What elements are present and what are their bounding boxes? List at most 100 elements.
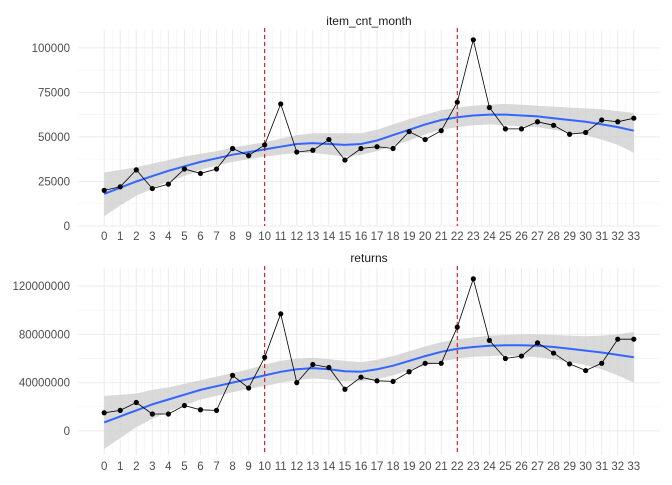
data-point — [246, 385, 252, 391]
data-point — [502, 355, 509, 362]
x-tick-label: 11 — [275, 461, 287, 473]
data-point — [615, 336, 621, 342]
data-point — [390, 145, 396, 152]
data-point — [534, 340, 541, 346]
data-point — [438, 128, 444, 134]
x-tick-label: 7 — [213, 231, 219, 243]
data-point — [278, 311, 284, 317]
data-point — [422, 136, 428, 143]
data-point — [197, 407, 204, 413]
x-tick-label: 2 — [133, 461, 139, 473]
x-tick-label: 12 — [290, 461, 303, 473]
x-tick-label: 17 — [371, 231, 384, 243]
y-tick-label: 40000000 — [19, 378, 70, 390]
x-tick-label: 31 — [595, 461, 608, 473]
x-tick-label: 32 — [611, 461, 624, 473]
x-tick-label: 17 — [371, 461, 384, 473]
x-tick-label: 3 — [149, 461, 155, 473]
x-tick-label: 27 — [531, 461, 544, 473]
x-tick-label: 6 — [197, 461, 203, 473]
x-tick-label: 32 — [611, 231, 624, 243]
y-tick-label: 75000 — [38, 87, 70, 99]
x-tick-label: 14 — [322, 461, 335, 473]
x-tick-label: 10 — [258, 231, 271, 243]
data-point — [342, 157, 348, 163]
x-tick-label: 1 — [117, 461, 123, 473]
x-tick-label: 33 — [627, 231, 640, 243]
x-tick-label: 29 — [563, 231, 576, 243]
data-point — [583, 129, 589, 136]
x-tick-label: 13 — [306, 231, 319, 243]
data-point — [342, 386, 348, 392]
data-point — [326, 364, 332, 371]
x-tick-label: 24 — [483, 231, 496, 243]
data-point — [358, 145, 364, 152]
x-tick-label: 2 — [133, 231, 139, 243]
x-tick-label: 27 — [531, 231, 544, 243]
x-tick-label: 12 — [290, 231, 303, 243]
y-tick-label: 50000 — [38, 132, 70, 144]
y-tick-label: 80000000 — [19, 329, 70, 341]
data-point — [246, 153, 252, 159]
data-point — [181, 402, 188, 409]
data-point — [213, 407, 220, 413]
data-point — [294, 149, 300, 155]
x-tick-label: 6 — [197, 231, 203, 243]
x-tick-label: 31 — [595, 231, 608, 243]
x-tick-label: 15 — [339, 461, 352, 473]
data-point — [454, 99, 460, 105]
data-point — [502, 126, 509, 132]
data-point — [486, 104, 492, 111]
x-tick-label: 9 — [245, 461, 251, 473]
x-tick-label: 4 — [165, 231, 172, 243]
x-tick-label: 30 — [579, 461, 592, 473]
data-point — [149, 185, 155, 192]
data-point — [583, 367, 589, 374]
y-tick-label: 100000 — [32, 43, 70, 55]
data-point — [486, 337, 492, 343]
x-tick-label: 21 — [435, 231, 448, 243]
data-point — [470, 37, 476, 43]
data-point — [101, 187, 107, 193]
data-point — [358, 374, 364, 380]
panel-title: returns — [350, 251, 387, 265]
data-point — [213, 166, 220, 172]
x-tick-label: 20 — [419, 231, 432, 243]
data-point — [229, 145, 236, 152]
data-point — [374, 144, 380, 150]
data-point — [406, 369, 412, 375]
x-tick-label: 0 — [101, 461, 107, 473]
y-tick-label: 120000000 — [12, 281, 70, 293]
x-tick-label: 8 — [229, 231, 235, 243]
data-point — [534, 119, 541, 125]
data-point — [518, 126, 525, 132]
x-tick-label: 25 — [499, 231, 512, 243]
data-point — [133, 399, 139, 406]
data-point — [133, 167, 139, 173]
x-tick-label: 16 — [355, 461, 368, 473]
x-tick-label: 13 — [306, 461, 319, 473]
x-tick-label: 5 — [181, 231, 187, 243]
x-tick-label: 22 — [451, 231, 464, 243]
panel-title: item_cnt_month — [326, 14, 411, 28]
series-line — [104, 277, 634, 415]
data-point — [454, 324, 460, 330]
x-tick-label: 18 — [387, 231, 400, 243]
x-tick-label: 26 — [515, 231, 528, 243]
x-tick-label: 9 — [245, 231, 251, 243]
smooth-confidence-band — [104, 331, 634, 449]
data-point — [149, 411, 155, 417]
x-tick-label: 4 — [165, 461, 172, 473]
x-tick-label: 16 — [355, 231, 368, 243]
data-point — [310, 147, 316, 153]
data-point — [438, 360, 444, 366]
x-tick-label: 3 — [149, 231, 155, 243]
data-point — [165, 411, 171, 417]
data-point — [567, 361, 573, 367]
data-point — [117, 407, 123, 413]
y-tick-label: 0 — [64, 426, 70, 438]
